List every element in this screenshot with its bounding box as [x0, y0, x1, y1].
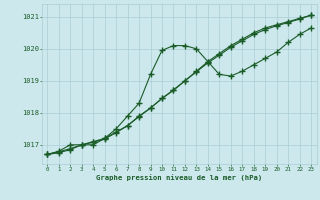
- X-axis label: Graphe pression niveau de la mer (hPa): Graphe pression niveau de la mer (hPa): [96, 174, 262, 181]
